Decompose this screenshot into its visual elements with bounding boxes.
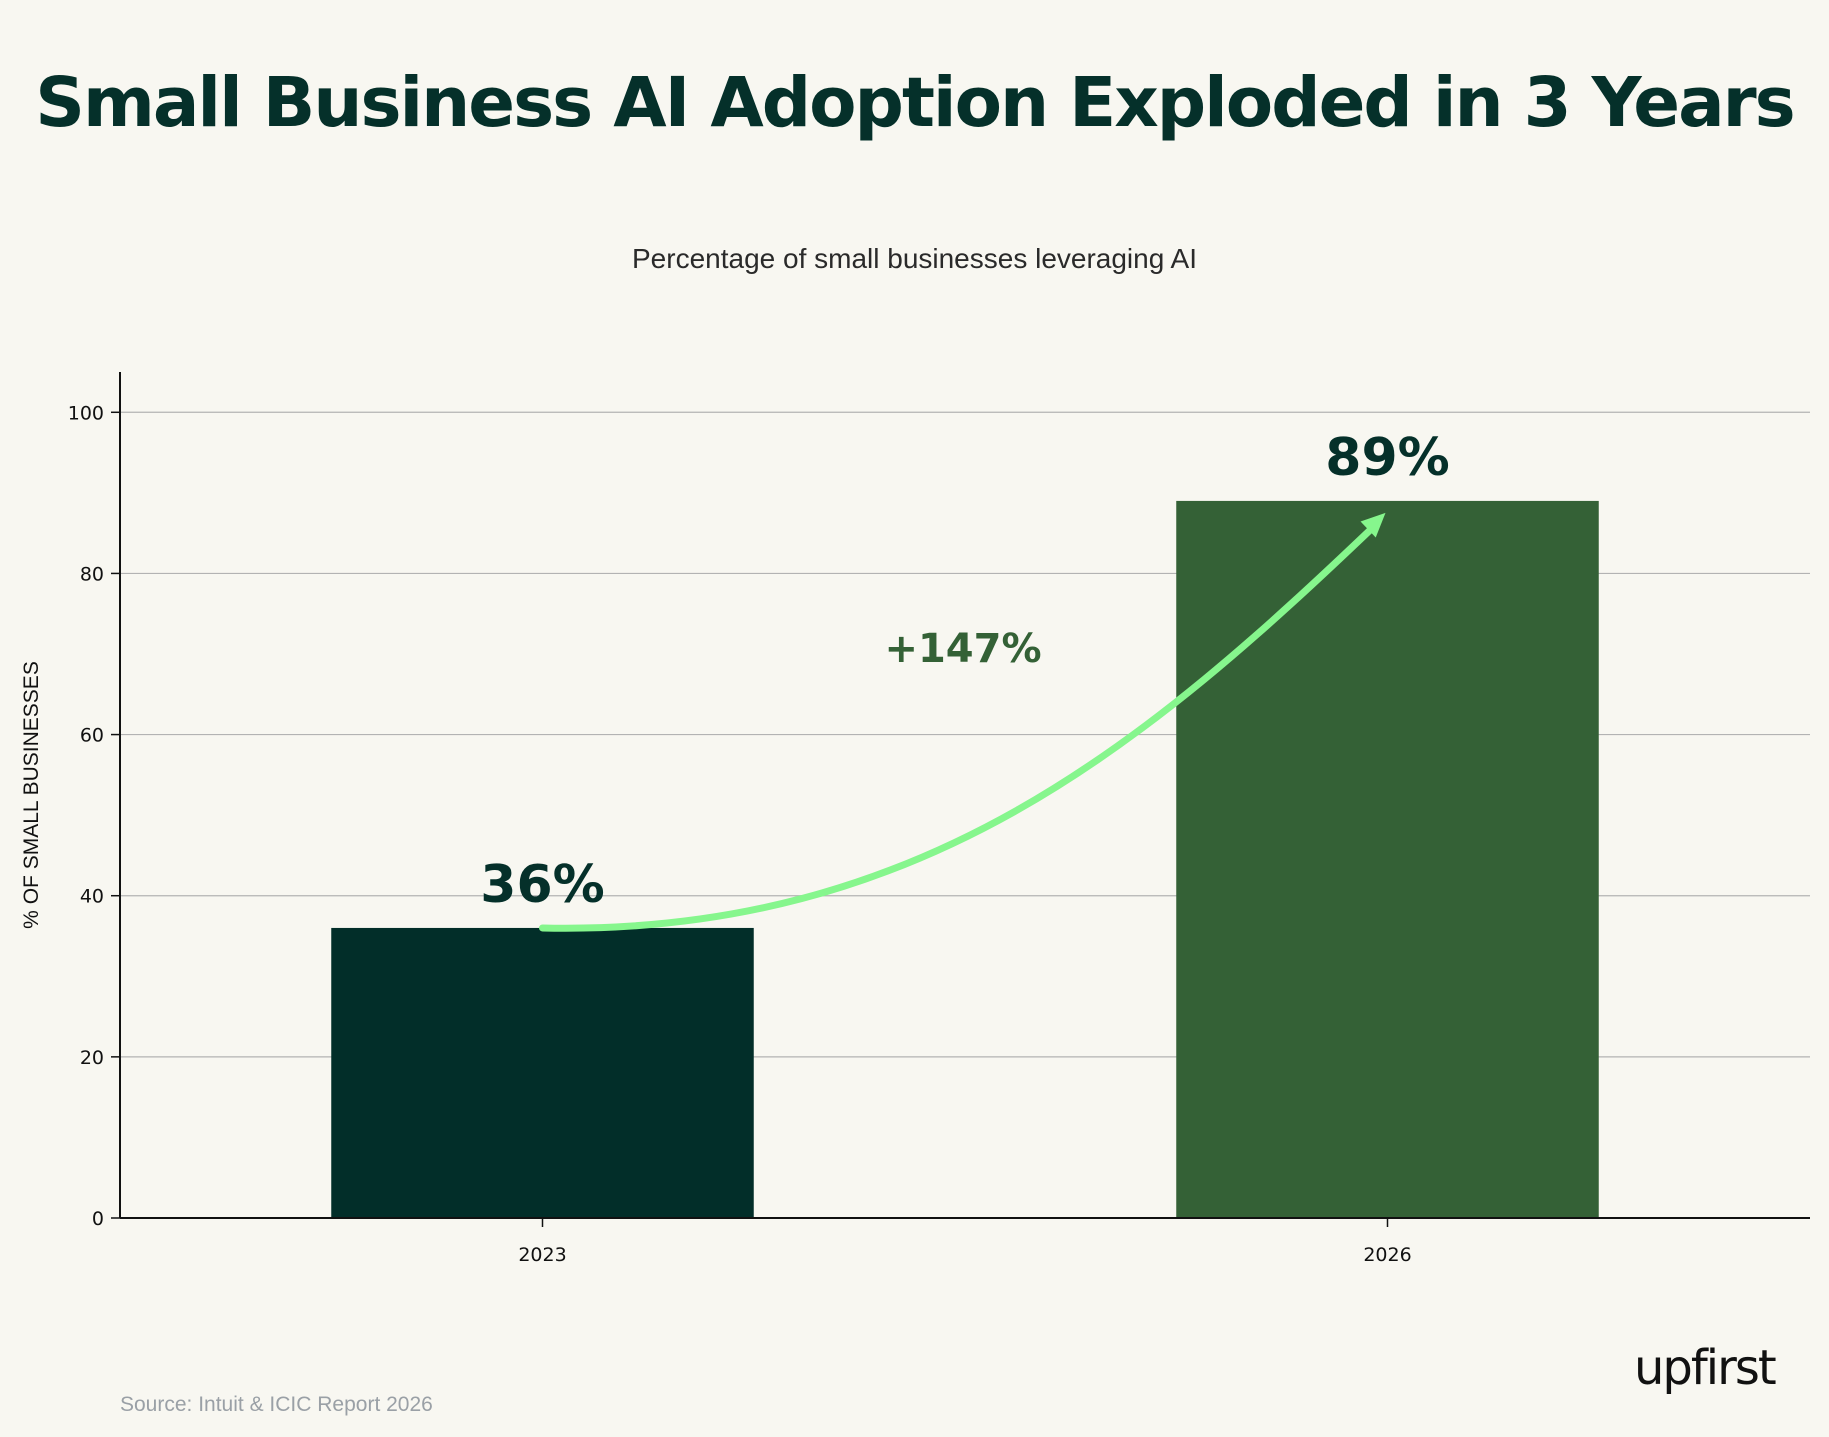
bars (331, 500, 1599, 1218)
chart-subtitle: Percentage of small businesses leveragin… (632, 243, 1197, 274)
x-tick-label-2026: 2026 (1363, 1244, 1411, 1266)
y-tick-label-60: 60 (80, 725, 104, 747)
axes: % OF SMALL BUSINESSES (20, 372, 1810, 1219)
growth-arrow (539, 521, 1379, 932)
y-axis-label: % OF SMALL BUSINESSES (20, 661, 43, 929)
chart-title: Small Business AI Adoption Exploded in 3… (35, 63, 1795, 143)
growth-annotation: +147% (539, 512, 1386, 932)
x-tick-label-2023: 2023 (518, 1244, 566, 1266)
bar-2026 (1176, 500, 1599, 1218)
brand-logo: upfirst (1634, 1340, 1777, 1396)
y-tick-label-0: 0 (92, 1208, 104, 1230)
source-note: Source: Intuit & ICIC Report 2026 (120, 1393, 433, 1416)
y-tick-label-20: 20 (80, 1047, 104, 1069)
growth-annotation-label: +147% (884, 626, 1041, 672)
value-labels: 36% 89% (480, 428, 1449, 915)
value-label-2026: 89% (1325, 428, 1449, 488)
growth-arrow-head (1360, 512, 1386, 538)
y-tick-label-80: 80 (80, 563, 104, 585)
tick-labels: 0 20 40 60 80 100 2023 2026 (68, 402, 1412, 1266)
y-tick-label-100: 100 (68, 402, 104, 424)
value-label-2023: 36% (480, 855, 604, 915)
bar-2023 (331, 927, 754, 1218)
y-tick-label-40: 40 (80, 886, 104, 908)
